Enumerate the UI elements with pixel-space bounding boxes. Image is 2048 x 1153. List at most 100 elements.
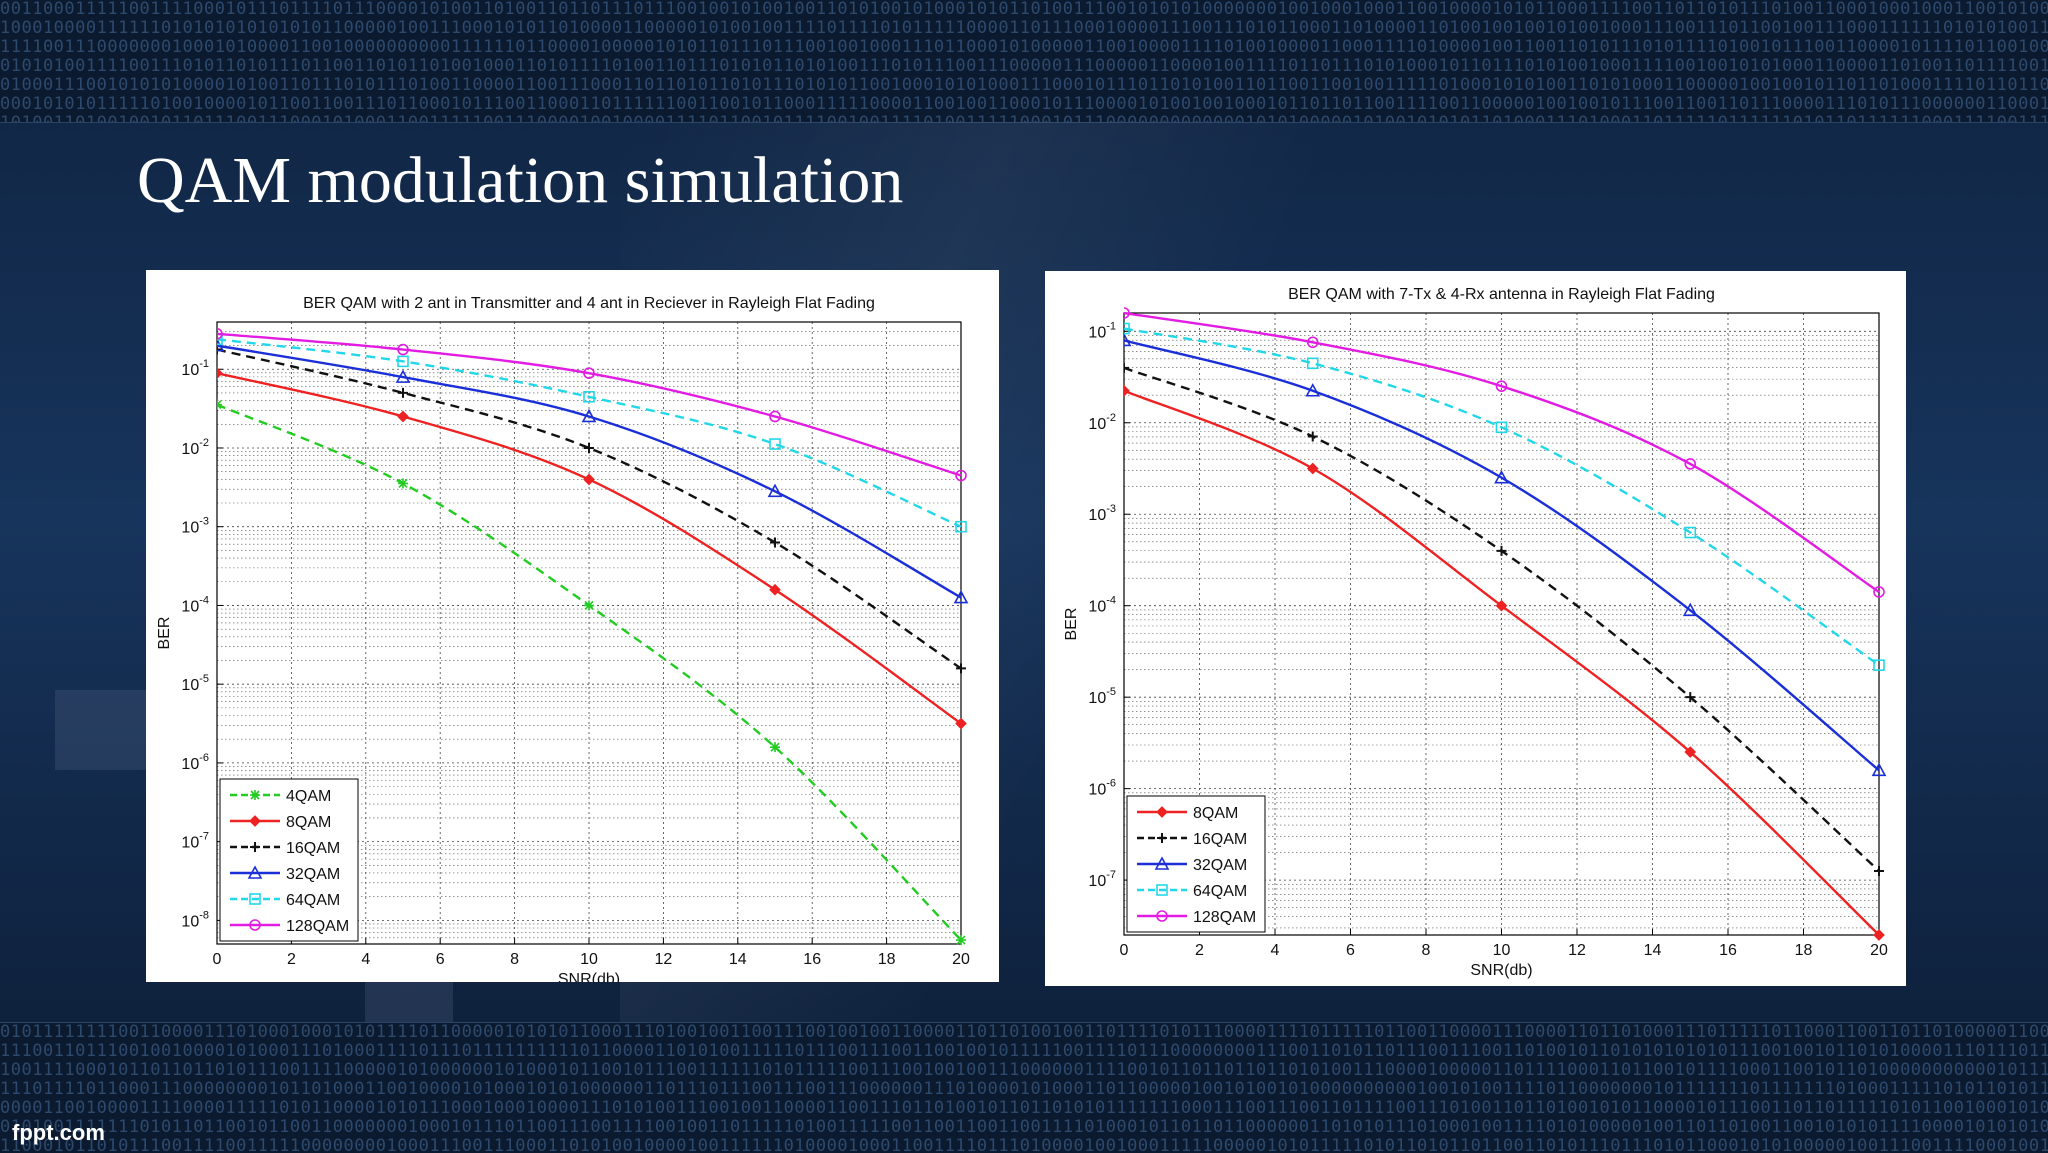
y-tick-label: 10-1: [181, 358, 209, 379]
series-8QAM: [217, 367, 967, 730]
y-tick-label: 10-1: [1088, 320, 1116, 341]
legend-marker: [250, 842, 260, 852]
y-tick-label: 10-2: [1088, 412, 1116, 433]
x-tick-label: 6: [436, 951, 445, 968]
x-tick-label: 18: [1795, 942, 1813, 959]
data-point: [584, 600, 594, 611]
y-tick-label: 10-5: [1088, 686, 1116, 707]
data-point: [1124, 332, 1132, 347]
y-tick-label: 10-4: [1088, 595, 1116, 616]
chart-title: BER QAM with 2 ant in Transmitter and 4 …: [303, 295, 875, 312]
legend-item: 128QAM: [230, 918, 349, 935]
y-tick-label: 10-7: [1088, 869, 1116, 890]
data-point: [956, 935, 966, 946]
legend-item: 32QAM: [1137, 856, 1247, 874]
data-point: [1124, 384, 1130, 397]
data-point: [397, 410, 409, 423]
ber-chart-2tx-4rx: BER QAM with 2 ant in Transmitter and 4 …: [156, 295, 970, 982]
data-point: [1874, 865, 1884, 876]
y-axis-label: BER: [156, 617, 173, 650]
chart-title: BER QAM with 7-Tx & 4-Rx antenna in Rayl…: [1288, 286, 1715, 303]
series-line: [217, 348, 962, 670]
data-point: [217, 399, 222, 410]
data-point: [770, 537, 780, 548]
data-point: [584, 442, 594, 453]
data-point: [769, 583, 781, 596]
legend-label: 32QAM: [1193, 857, 1247, 874]
x-tick-label: 12: [1568, 942, 1586, 959]
data-point: [397, 343, 409, 356]
y-tick-label: 10-4: [181, 594, 209, 615]
legend-item: 8QAM: [230, 814, 331, 831]
x-axis-label: SNR(db): [558, 971, 620, 982]
legend-label: 128QAM: [1193, 909, 1256, 926]
series-32QAM: [217, 337, 969, 604]
legend: 8QAM 16QAM 32QAM 64QAM 128QAM: [1126, 795, 1266, 933]
legend-item: 16QAM: [1137, 831, 1247, 848]
series-16QAM: [1124, 362, 1884, 876]
x-tick-label: 0: [213, 951, 222, 968]
series-16QAM: [217, 344, 966, 674]
x-tick-label: 4: [361, 951, 370, 968]
legend-label: 8QAM: [1193, 805, 1238, 822]
data-point: [1307, 431, 1318, 442]
y-tick-label: 10-3: [181, 516, 209, 537]
legend-marker: [249, 815, 261, 827]
series-line: [1124, 311, 1880, 593]
data-point: [1684, 458, 1697, 470]
x-tick-label: 6: [1346, 942, 1355, 959]
y-tick-label: 10-5: [181, 673, 209, 694]
data-point: [1124, 307, 1130, 319]
data-point: [1495, 380, 1508, 392]
data-point: [1306, 357, 1319, 370]
data-point: [1306, 462, 1319, 475]
data-point: [1306, 336, 1319, 349]
series-32QAM: [1124, 332, 1887, 777]
legend-item: 32QAM: [230, 865, 340, 883]
binary-decoration-top: 0011000111110011110001011101111011100001…: [0, 0, 2048, 123]
legend-item: 64QAM: [1137, 883, 1247, 900]
legend-item: 8QAM: [1137, 805, 1238, 822]
x-tick-label: 16: [803, 951, 821, 968]
data-point: [583, 390, 595, 403]
data-point: [1494, 469, 1509, 484]
data-point: [583, 473, 595, 486]
data-point: [1305, 383, 1321, 397]
data-point: [217, 344, 222, 355]
data-point: [1495, 599, 1508, 612]
data-point: [1124, 362, 1129, 373]
binary-decoration-bottom: 0101111111100110000111010001000101011110…: [0, 1022, 2048, 1153]
x-tick-label: 0: [1120, 942, 1129, 959]
series-4QAM: [217, 399, 966, 946]
data-point: [1495, 421, 1508, 434]
legend-marker: [1157, 833, 1167, 843]
legend-label: 32QAM: [286, 866, 340, 883]
series-line: [1124, 327, 1880, 667]
chart-panel-right: BER QAM with 7-Tx & 4-Rx antenna in Rayl…: [1045, 271, 1906, 986]
legend-label: 128QAM: [286, 918, 349, 935]
legend-marker: [1156, 806, 1168, 818]
ber-chart-7tx-4rx: BER QAM with 7-Tx & 4-Rx antenna in Rayl…: [1063, 286, 1888, 979]
x-tick-label: 14: [1644, 942, 1662, 959]
data-point: [217, 367, 223, 380]
x-tick-label: 10: [1493, 942, 1511, 959]
data-point: [395, 369, 411, 383]
legend-item: 128QAM: [1137, 909, 1256, 926]
x-tick-label: 14: [729, 951, 747, 968]
series-128QAM: [217, 328, 967, 482]
series-64QAM: [217, 333, 967, 533]
x-axis-label: SNR(db): [1470, 962, 1532, 979]
data-point: [217, 333, 223, 346]
legend-marker: [1156, 884, 1168, 896]
data-point: [955, 717, 967, 730]
data-point: [1124, 322, 1130, 335]
data-point: [955, 469, 967, 482]
y-tick-label: 10-6: [1088, 778, 1116, 799]
data-point: [581, 408, 597, 423]
x-tick-label: 4: [1271, 942, 1280, 959]
data-point: [398, 387, 408, 398]
legend-marker: [1156, 910, 1168, 922]
x-tick-label: 20: [952, 951, 970, 968]
series-line: [217, 344, 962, 599]
data-point: [1873, 929, 1885, 941]
